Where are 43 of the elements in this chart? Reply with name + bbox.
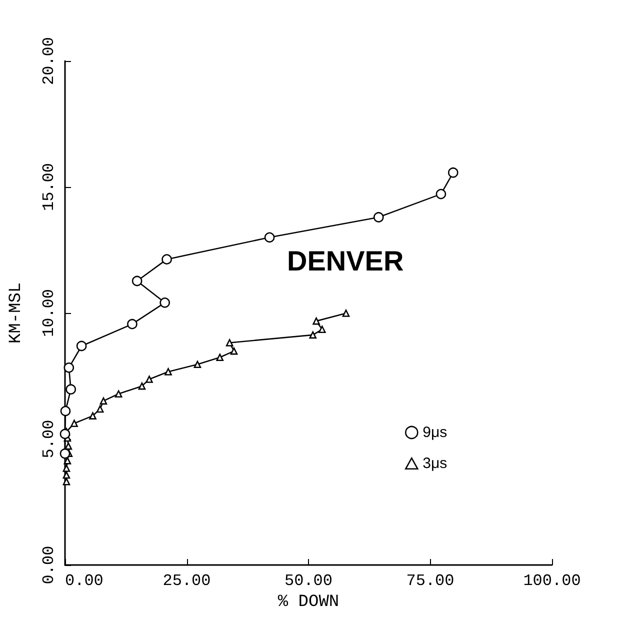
point	[264, 232, 275, 243]
point	[160, 298, 170, 308]
point	[226, 339, 234, 346]
point	[60, 406, 71, 416]
point	[309, 331, 317, 339]
point	[89, 412, 96, 420]
point	[132, 276, 142, 286]
point	[312, 317, 320, 325]
point	[448, 167, 458, 178]
y-tick-label: 10.00	[40, 288, 58, 338]
point	[100, 397, 108, 405]
x-tick-label: 50.00	[284, 572, 333, 590]
point	[216, 354, 224, 361]
point	[127, 318, 138, 330]
point	[164, 368, 172, 376]
legend-label: 3μs	[422, 455, 448, 472]
x-tick-label: 0.00	[65, 572, 104, 590]
point	[373, 212, 384, 222]
legend-label: 9μs	[422, 424, 448, 441]
point	[230, 347, 238, 355]
point	[138, 382, 146, 390]
point	[436, 188, 446, 200]
point	[70, 420, 78, 428]
point	[64, 362, 74, 373]
point	[146, 376, 153, 383]
y-axis-title: KM-MSL	[7, 282, 26, 344]
point	[114, 390, 122, 398]
x-tick-label: 100.00	[523, 572, 581, 590]
x-tick-label: 75.00	[406, 572, 454, 590]
point	[96, 405, 104, 413]
point	[318, 326, 326, 334]
point	[162, 254, 172, 264]
y-tick-label: 15.00	[40, 162, 58, 212]
y-tick-label: 5.00	[40, 420, 58, 458]
y-tick-label: 20.00	[40, 36, 58, 86]
x-axis-title: % DOWN	[278, 592, 340, 612]
x-tick-label: 25.00	[162, 572, 211, 590]
point	[194, 360, 202, 368]
point	[66, 384, 76, 395]
point	[342, 310, 350, 317]
point	[60, 448, 70, 459]
point	[76, 340, 87, 352]
annotation: DENVER	[287, 246, 404, 276]
